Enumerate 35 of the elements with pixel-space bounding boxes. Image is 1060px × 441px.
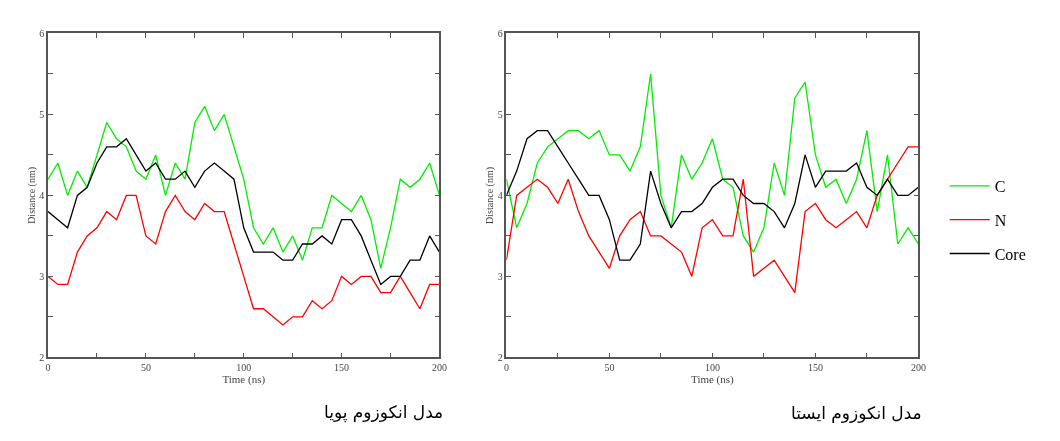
y-tick-label: 5 bbox=[39, 108, 45, 120]
x-tick-label: 200 bbox=[431, 362, 447, 374]
line-series bbox=[48, 194, 440, 326]
x-tick-label: 150 bbox=[334, 362, 350, 374]
x-tick-label: 0 bbox=[45, 362, 51, 374]
y-tick-label: 5 bbox=[497, 108, 503, 120]
y-tick-label: 6 bbox=[39, 27, 45, 39]
legend-label: Core bbox=[994, 245, 1026, 263]
y-tick-label: 3 bbox=[497, 270, 503, 282]
legend-label: C bbox=[994, 178, 1006, 196]
y-tick-label: 2 bbox=[497, 351, 503, 363]
y-tick-label: 4 bbox=[497, 189, 503, 201]
x-axis-title: Time (ns) bbox=[691, 373, 735, 387]
x-tick-label: 150 bbox=[807, 362, 823, 374]
y-tick-label: 3 bbox=[39, 270, 45, 282]
x-tick-label: 50 bbox=[604, 362, 615, 374]
line-series bbox=[506, 73, 919, 253]
line-series bbox=[506, 129, 919, 261]
x-tick-label: 0 bbox=[503, 362, 509, 374]
line-series bbox=[48, 138, 440, 286]
text: مدل انکوزوم پویا bbox=[324, 402, 444, 423]
y-tick-label: 2 bbox=[39, 351, 45, 363]
y-tick-label: 4 bbox=[39, 189, 45, 201]
line-series bbox=[48, 105, 440, 269]
x-tick-label: 100 bbox=[704, 362, 720, 374]
y-tick-label: 6 bbox=[497, 27, 503, 39]
y-axis-title: Distance (nm) bbox=[484, 166, 497, 224]
x-tick-label: 200 bbox=[910, 362, 926, 374]
y-axis-title: Distance (nm) bbox=[25, 166, 38, 224]
text: مدل انکوزوم ایستا bbox=[791, 403, 922, 423]
line-series bbox=[506, 146, 919, 294]
x-tick-label: 100 bbox=[236, 362, 252, 374]
legend-label: N bbox=[994, 211, 1007, 229]
x-tick-label: 50 bbox=[140, 362, 151, 374]
x-axis-title: Time (ns) bbox=[222, 373, 266, 387]
